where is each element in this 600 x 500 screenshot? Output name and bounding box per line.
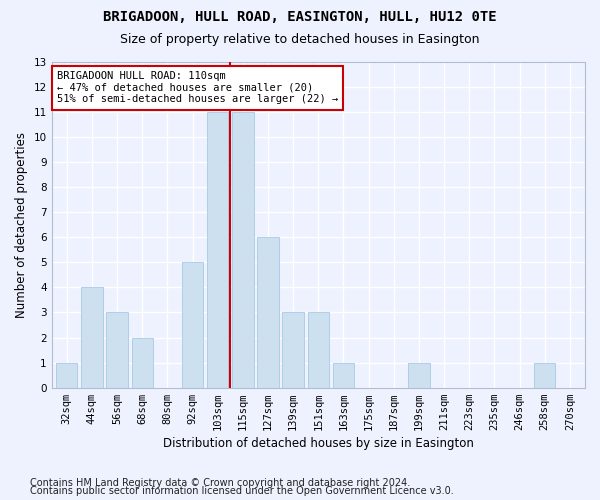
Text: Size of property relative to detached houses in Easington: Size of property relative to detached ho…	[120, 32, 480, 46]
Bar	[232, 112, 254, 388]
X-axis label: Distribution of detached houses by size in Easington: Distribution of detached houses by size …	[163, 437, 474, 450]
Bar	[81, 288, 103, 388]
Text: BRIGADOON HULL ROAD: 110sqm
← 47% of detached houses are smaller (20)
51% of sem: BRIGADOON HULL ROAD: 110sqm ← 47% of det…	[57, 72, 338, 104]
Text: BRIGADOON, HULL ROAD, EASINGTON, HULL, HU12 0TE: BRIGADOON, HULL ROAD, EASINGTON, HULL, H…	[103, 10, 497, 24]
Bar	[207, 112, 229, 388]
Bar	[131, 338, 153, 388]
Bar	[106, 312, 128, 388]
Bar	[333, 362, 354, 388]
Text: Contains public sector information licensed under the Open Government Licence v3: Contains public sector information licen…	[30, 486, 454, 496]
Bar	[56, 362, 77, 388]
Bar	[257, 237, 279, 388]
Bar	[283, 312, 304, 388]
Y-axis label: Number of detached properties: Number of detached properties	[15, 132, 28, 318]
Text: Contains HM Land Registry data © Crown copyright and database right 2024.: Contains HM Land Registry data © Crown c…	[30, 478, 410, 488]
Bar	[182, 262, 203, 388]
Bar	[534, 362, 556, 388]
Bar	[308, 312, 329, 388]
Bar	[408, 362, 430, 388]
